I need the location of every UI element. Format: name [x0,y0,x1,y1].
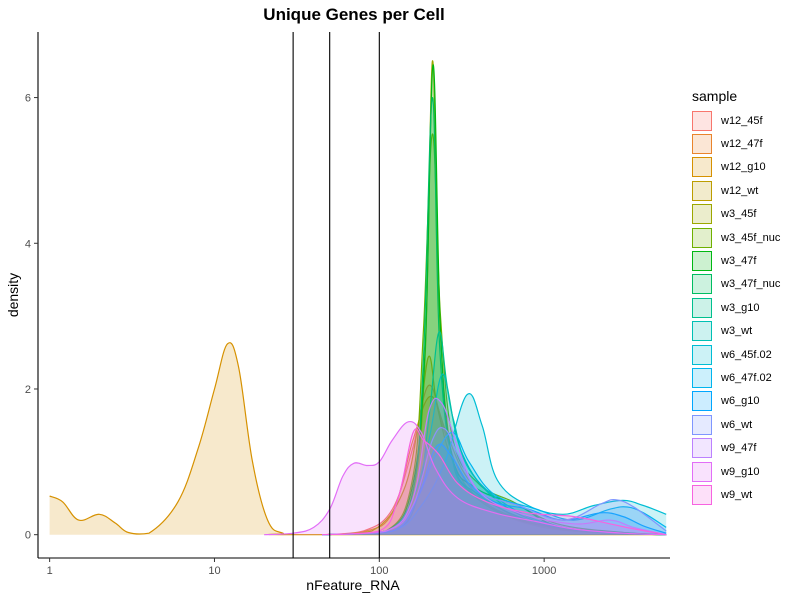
legend-item: w3_47f_nuc [692,273,780,296]
legend-key [692,414,712,435]
x-tick-label: 100 [370,565,388,577]
legend-key [692,461,712,482]
y-axis-ticks: 0 2 4 6 [25,93,38,542]
legend-label: w3_45f_nuc [721,231,781,244]
series-line-w3_45f [322,60,667,536]
series-area-w12_g10 [49,342,667,535]
series-area-w9_wt [322,428,667,535]
legend-item: w6_47f.02 [692,366,780,389]
series-line-w9_wt [322,428,667,536]
series-line-w3_47f [322,64,667,536]
y-tick-label: 6 [25,93,31,105]
y-axis-title: density [5,273,21,317]
legend-label: w12_45f [721,114,763,127]
legend-key [692,297,712,318]
series-line-w9_47f [322,397,667,536]
chart-title: Unique Genes per Cell [263,5,445,24]
legend-label: w6_45f.02 [721,348,772,361]
legend-label: w3_47f [721,255,757,268]
legend-item: w3_45f_nuc [692,226,780,249]
legend-item: w9_wt [692,483,780,506]
x-tick-label: 1 [47,565,53,577]
legend-key [692,180,712,201]
legend-label: w12_g10 [721,161,766,174]
legend-title: sample [692,88,738,104]
legend-item: w9_g10 [692,460,780,483]
legend-key [692,251,712,272]
legend-key [692,344,712,365]
legend-item: w9_47f [692,436,780,459]
series-area-w6_g10 [322,444,667,535]
legend-label: w6_47f.02 [721,371,772,384]
legend-item: w6_wt [692,413,780,436]
series-area-w3_47f [322,64,667,535]
legend-label: w3_wt [721,325,753,338]
legend-key [692,367,712,388]
legend-key [692,204,712,225]
x-axis-title: nFeature_RNA [306,577,400,593]
series-area-w9_47f [322,398,667,535]
legend-label: w9_47f [721,442,757,455]
series-area-w12_wt [322,356,667,535]
series-line-w9_g10 [264,420,667,536]
y-tick-label: 4 [25,238,31,250]
legend: sample w12_45f w12_47f w12_g10 w12_wt w3_45f… [692,88,780,507]
series-area-w3_45f [322,60,667,535]
x-tick-label: 1000 [532,565,556,577]
legend-key [692,227,712,248]
legend-key [692,110,712,131]
legend-item: w12_45f [692,109,780,132]
legend-label: w9_wt [721,488,753,501]
legend-key [692,438,712,459]
legend-key [692,134,712,155]
legend-items: w12_45f w12_47f w12_g10 w12_wt w3_45f w3_45f_… [692,109,780,507]
series-line-w6_g10 [322,443,667,536]
legend-item: w6_45f.02 [692,343,780,366]
legend-label: w12_wt [721,184,759,197]
legend-item: w12_wt [692,179,780,202]
legend-item: w3_wt [692,320,780,343]
series-area-w9_g10 [264,421,667,535]
legend-item: w12_47f [692,132,780,155]
legend-item: w12_g10 [692,156,780,179]
legend-label: w3_45f [721,208,757,221]
legend-key [692,321,712,342]
legend-key [692,157,712,178]
threshold-lines [292,32,380,558]
legend-item: w3_g10 [692,296,780,319]
legend-label: w6_wt [721,418,753,431]
y-tick-label: 2 [25,384,31,396]
series-area-w6_47f.02 [322,432,667,535]
x-axis-ticks: 1 10 100 1000 [47,558,556,577]
series-line-w6_45f.02 [322,393,667,536]
legend-label: w12_47f [721,138,763,151]
density-series-layer [49,60,667,536]
legend-key [692,484,712,505]
legend-label: w3_g10 [721,301,760,314]
legend-label: w3_47f_nuc [721,278,781,291]
legend-label: w6_g10 [721,395,760,408]
y-tick-label: 0 [25,530,31,542]
x-tick-label: 10 [208,565,220,577]
legend-item: w6_g10 [692,390,780,413]
legend-key [692,391,712,412]
legend-label: w9_g10 [721,465,760,478]
legend-key [692,274,712,295]
legend-item: w3_47f [692,249,780,272]
series-line-w12_45f [322,384,667,536]
legend-item: w3_45f [692,203,780,226]
